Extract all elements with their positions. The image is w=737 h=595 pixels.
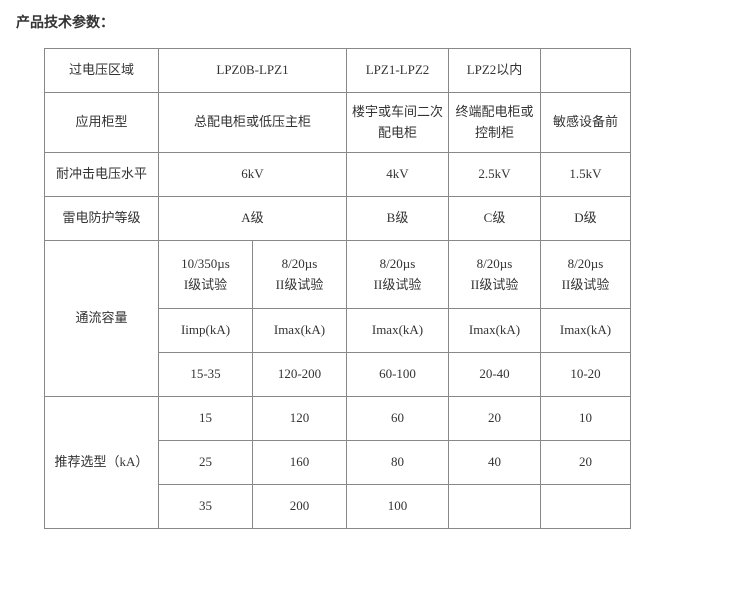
table-row: 过电压区域 LPZ0B-LPZ1 LPZ1-LPZ2 LPZ2以内 <box>45 49 631 93</box>
cell: A级 <box>159 197 347 241</box>
page-title: 产品技术参数： <box>16 12 725 32</box>
cell: Imax(kA) <box>253 309 347 353</box>
cell: 80 <box>347 441 449 485</box>
cell: 10-20 <box>541 353 631 397</box>
cell: 200 <box>253 485 347 529</box>
cell: 10 <box>541 397 631 441</box>
cell: 8/20µsII级试验 <box>347 241 449 309</box>
cell: 8/20µsII级试验 <box>253 241 347 309</box>
cell: 20 <box>449 397 541 441</box>
cell: 8/20µsII级试验 <box>449 241 541 309</box>
row-label: 过电压区域 <box>45 49 159 93</box>
cell: 15 <box>159 397 253 441</box>
cell <box>541 49 631 93</box>
cell: 60 <box>347 397 449 441</box>
cell: 25 <box>159 441 253 485</box>
cell: 6kV <box>159 153 347 197</box>
cell: 8/20µsII级试验 <box>541 241 631 309</box>
cell: Imax(kA) <box>449 309 541 353</box>
cell: B级 <box>347 197 449 241</box>
row-label: 耐冲击电压水平 <box>45 153 159 197</box>
cell: 20 <box>541 441 631 485</box>
row-label: 推荐选型（kA） <box>45 397 159 529</box>
table-row: 推荐选型（kA） 15 120 60 20 10 <box>45 397 631 441</box>
cell: Iimp(kA) <box>159 309 253 353</box>
cell: 总配电柜或低压主柜 <box>159 93 347 153</box>
cell: 120 <box>253 397 347 441</box>
cell: LPZ2以内 <box>449 49 541 93</box>
cell: 160 <box>253 441 347 485</box>
row-label: 雷电防护等级 <box>45 197 159 241</box>
cell: 敏感设备前 <box>541 93 631 153</box>
cell: D级 <box>541 197 631 241</box>
cell: LPZ1-LPZ2 <box>347 49 449 93</box>
table-row: 雷电防护等级 A级 B级 C级 D级 <box>45 197 631 241</box>
cell: Imax(kA) <box>541 309 631 353</box>
cell: 10/350µsI级试验 <box>159 241 253 309</box>
cell: 终端配电柜或控制柜 <box>449 93 541 153</box>
row-label: 通流容量 <box>45 241 159 397</box>
cell: 60-100 <box>347 353 449 397</box>
cell: 40 <box>449 441 541 485</box>
cell: LPZ0B-LPZ1 <box>159 49 347 93</box>
spec-table: 过电压区域 LPZ0B-LPZ1 LPZ1-LPZ2 LPZ2以内 应用柜型 总… <box>44 48 631 529</box>
cell: 35 <box>159 485 253 529</box>
table-row: 通流容量 10/350µsI级试验 8/20µsII级试验 8/20µsII级试… <box>45 241 631 309</box>
cell: 15-35 <box>159 353 253 397</box>
cell: 楼宇或车间二次配电柜 <box>347 93 449 153</box>
cell <box>541 485 631 529</box>
cell: 120-200 <box>253 353 347 397</box>
cell <box>449 485 541 529</box>
row-label: 应用柜型 <box>45 93 159 153</box>
cell: C级 <box>449 197 541 241</box>
cell: 1.5kV <box>541 153 631 197</box>
cell: 100 <box>347 485 449 529</box>
cell: 2.5kV <box>449 153 541 197</box>
cell: Imax(kA) <box>347 309 449 353</box>
cell: 20-40 <box>449 353 541 397</box>
table-row: 应用柜型 总配电柜或低压主柜 楼宇或车间二次配电柜 终端配电柜或控制柜 敏感设备… <box>45 93 631 153</box>
cell: 4kV <box>347 153 449 197</box>
table-row: 耐冲击电压水平 6kV 4kV 2.5kV 1.5kV <box>45 153 631 197</box>
